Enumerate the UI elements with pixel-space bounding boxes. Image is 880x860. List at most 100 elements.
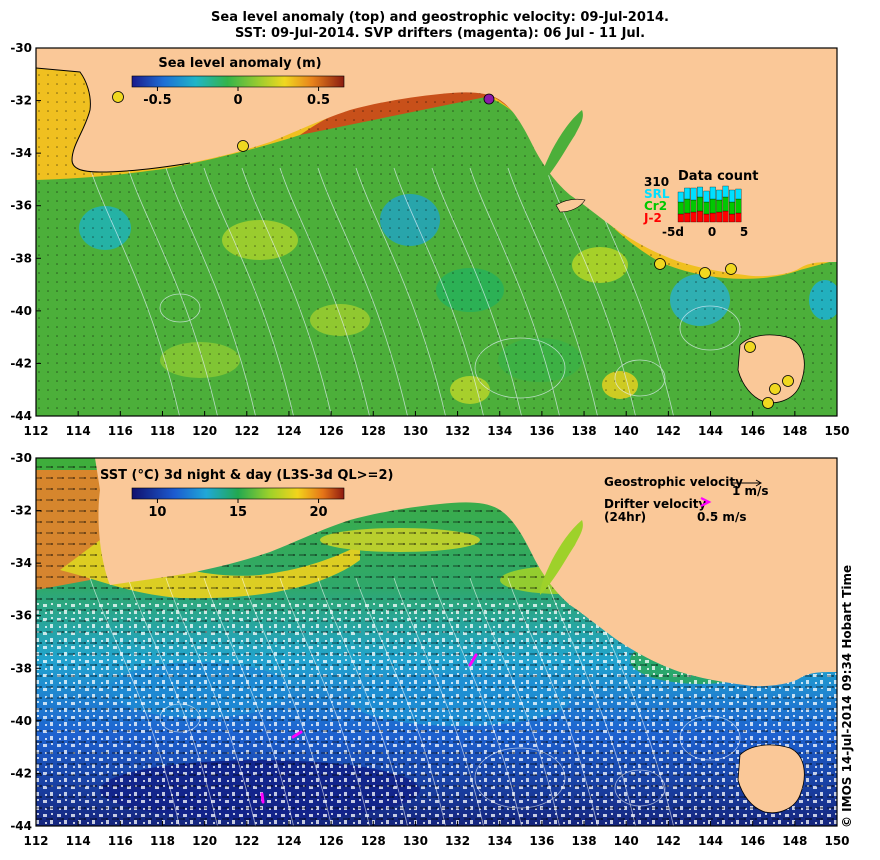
drifter-arrow-icon	[700, 497, 712, 507]
drifter-track	[260, 792, 265, 804]
x-tick-label: 128	[361, 424, 386, 438]
y-tick-label: -36	[10, 609, 32, 623]
colorbar-tick-label: 0	[233, 93, 242, 108]
contour-line	[355, 577, 446, 826]
x-tick-label: 122	[234, 424, 259, 438]
data-count-bar	[703, 201, 710, 215]
y-tick-label: -34	[10, 556, 32, 570]
contour-line	[165, 577, 256, 826]
data-count-bar	[677, 201, 684, 215]
contour-line	[545, 167, 636, 416]
geo-velocity-label: Geostrophic velocity	[604, 475, 743, 489]
y-tick-label: -30	[10, 451, 32, 465]
contour-line	[279, 577, 370, 826]
contour-line	[545, 577, 636, 826]
data-count-bar	[716, 199, 723, 213]
contour-line	[431, 167, 522, 416]
contour-ring	[474, 337, 566, 399]
contour-line	[431, 577, 522, 826]
x-tick-label: 122	[234, 834, 259, 848]
data-count-bar	[722, 185, 729, 198]
y-tick-label: -32	[10, 504, 32, 518]
x-tick-label: 138	[572, 424, 597, 438]
data-count-bar	[709, 186, 716, 200]
data-count-bar	[735, 212, 742, 223]
x-tick-label: 126	[319, 424, 344, 438]
tide-gauges	[112, 91, 794, 409]
data-count-title: Data count	[678, 169, 758, 184]
data-count-bar	[684, 198, 691, 214]
contour-line	[241, 167, 332, 416]
x-tick-label: 112	[23, 834, 48, 848]
sla-colorbar-ticks: -0.5 0 0.5	[143, 87, 330, 108]
contour-line	[279, 167, 370, 416]
data-count-bar	[735, 198, 742, 214]
drifter-track	[291, 730, 303, 739]
x-tick-label: 116	[108, 424, 133, 438]
contour-line	[393, 167, 484, 416]
data-count-bar	[677, 213, 684, 223]
tasmania-bottom	[737, 744, 805, 814]
x-tick-label: 124	[276, 424, 301, 438]
contour-line	[469, 577, 560, 826]
contour-line	[89, 577, 180, 826]
svp-drifters	[260, 653, 478, 804]
data-count-bar	[690, 211, 697, 223]
y-tick-label: -44	[10, 409, 32, 423]
colorbar-tick-label: 0.5	[307, 93, 330, 108]
drifter-scale: 0.5 m/s	[697, 510, 746, 524]
data-count-bar	[703, 213, 710, 223]
contour-line	[507, 167, 598, 416]
contour-ring	[614, 769, 666, 807]
geo-velocity-scale: 1 m/s	[732, 484, 769, 498]
australia-land	[36, 48, 837, 277]
tide-gauge-marker	[762, 397, 774, 409]
data-count-bar	[703, 190, 710, 203]
tide-gauge-marker	[654, 258, 666, 270]
x-tick-label: 138	[572, 834, 597, 848]
contour-line	[317, 577, 408, 826]
x-tick-label: 146	[740, 424, 765, 438]
data-count-bar	[729, 213, 735, 223]
imos-credit: © IMOS 14-Jul-2014 09:34 Hobart Time	[840, 565, 854, 828]
contour-ring	[679, 305, 741, 351]
data-count-bar	[697, 186, 703, 198]
top-frame	[35, 47, 838, 417]
velocity-legend: Geostrophic velocity 1 m/s Drifter veloc…	[604, 475, 769, 524]
y-tick-label: -36	[10, 199, 32, 213]
x-tick-label: 142	[656, 834, 681, 848]
drifter-label-1: Drifter velocity	[604, 497, 706, 511]
x-tick-label: 140	[614, 424, 639, 438]
x-tick-label: 130	[403, 424, 428, 438]
contour-line	[89, 167, 180, 416]
australia-land-bottom	[36, 458, 837, 687]
y-tick-label: -40	[10, 304, 32, 318]
x-tick-label: 150	[824, 834, 849, 848]
x-tick-label: 114	[66, 424, 91, 438]
x-tick-label: 144	[698, 834, 723, 848]
x-tick-label: 148	[782, 424, 807, 438]
data-count-series-label: J-2	[643, 211, 662, 225]
contour-line	[241, 577, 332, 826]
data-count-bar	[735, 188, 742, 200]
contour-line	[203, 167, 294, 416]
x-tick-label: 132	[445, 424, 470, 438]
data-count-bar	[709, 198, 716, 214]
contour-ring	[474, 747, 566, 809]
drifter-label-2: (24hr)	[604, 510, 646, 524]
axes: 112 112 114 114 116 116 118 118 120 120 122 122 124 1…	[10, 41, 849, 848]
x-tick-label: 128	[361, 834, 386, 848]
contour-ring	[679, 715, 741, 761]
y-tick-label: -40	[10, 714, 32, 728]
x-tick-label: 114	[66, 834, 91, 848]
contour-line	[507, 577, 598, 826]
x-tick-label: 118	[150, 424, 175, 438]
sla-colorbar	[131, 75, 345, 88]
data-count-bar	[729, 201, 735, 215]
x-tick-label: 112	[23, 424, 48, 438]
y-tick-label: -42	[10, 766, 32, 780]
y-tick-label: -30	[10, 41, 32, 55]
drifter-marker	[483, 93, 495, 105]
